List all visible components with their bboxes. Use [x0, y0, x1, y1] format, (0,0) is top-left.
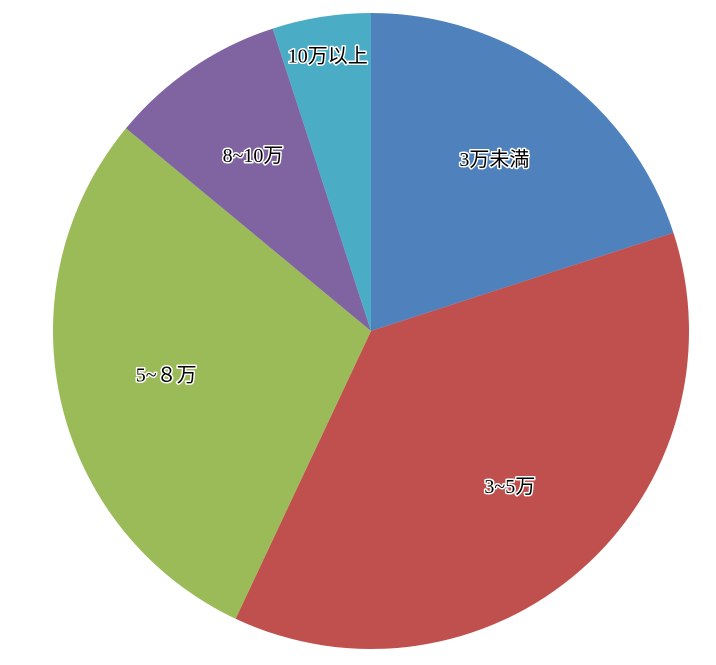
pie-slice: [371, 13, 674, 331]
pie-slice: [125, 28, 371, 332]
slice-label: 10万以上: [288, 44, 368, 67]
slice-label: 3万未満: [459, 148, 529, 171]
slice-label: 3~5万: [484, 476, 535, 498]
slice-label: 5~８万: [136, 364, 197, 386]
pie-slice: [235, 232, 690, 649]
slice-label: 8~10万: [223, 145, 284, 167]
pie-slice: [52, 128, 372, 619]
pie-slice: [272, 13, 371, 331]
